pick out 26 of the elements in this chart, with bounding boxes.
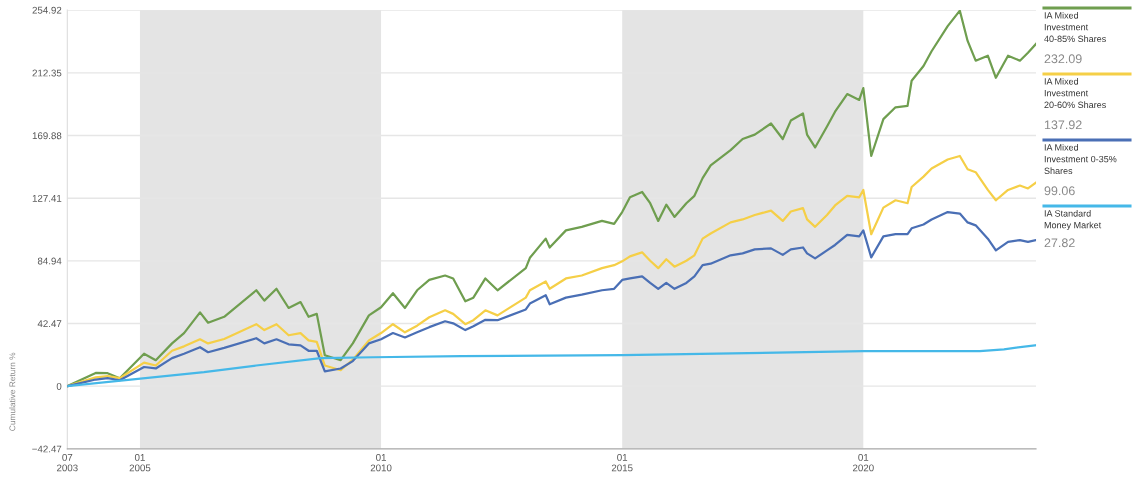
y-tick-label: 169.88 — [32, 132, 62, 140]
line-series — [67, 10, 1037, 388]
text: 232.09 — [1044, 54, 1082, 64]
text: 99.06 — [1044, 186, 1075, 196]
x-tick-label: 07 2003 — [57, 453, 78, 472]
y-tick-label: −42.47 — [32, 445, 62, 453]
x-tick-label: 01 2005 — [129, 453, 151, 472]
y-tick-label: 127.41 — [32, 194, 62, 202]
text: IA Standard Money Market — [1044, 210, 1102, 231]
y-tick-label: 254.92 — [32, 6, 62, 14]
text: 27.82 — [1044, 238, 1075, 248]
x-tick-label: 01 2020 — [852, 453, 874, 472]
line-series — [67, 210, 1037, 388]
y-tick-label: 84.94 — [37, 257, 62, 265]
line-series — [67, 344, 1037, 388]
text: IA Mixed Investment 20-60% Shares — [1044, 78, 1106, 108]
y-tick-label: 42.47 — [37, 320, 62, 328]
text: IA Mixed Investment 0-35% Shares — [1044, 144, 1117, 174]
y-tick-label: 0 — [56, 382, 62, 390]
series-label: IA Mixed Investment 40-85% Shares — [1044, 12, 1106, 42]
y-axis-title: Cumulative Return % — [9, 352, 16, 431]
x-tick-label: 01 2010 — [370, 453, 392, 472]
line-series — [67, 154, 1037, 388]
x-tick-label: 01 2015 — [611, 453, 633, 472]
y-tick-label: 212.35 — [32, 69, 62, 77]
text: 137.92 — [1044, 120, 1082, 130]
